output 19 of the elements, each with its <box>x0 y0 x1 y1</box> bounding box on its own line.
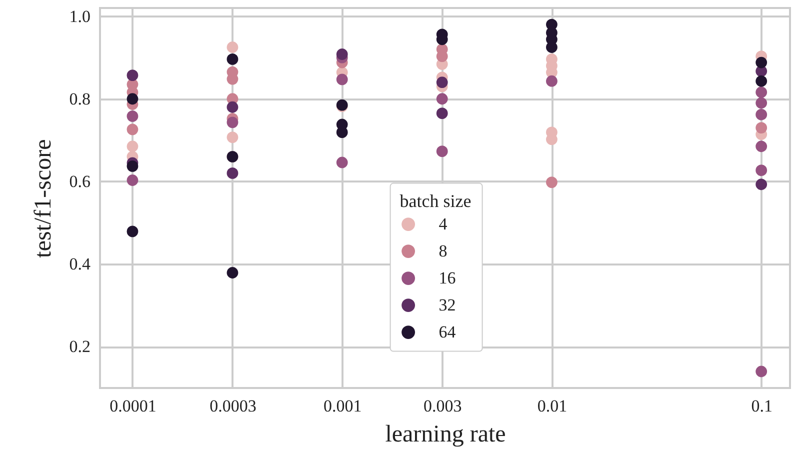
legend-label: 32 <box>438 295 456 314</box>
y-axis-title: test/f1-score <box>30 139 56 258</box>
y-tick-label: 0.8 <box>69 89 90 108</box>
x-tick-label: 0.001 <box>323 396 362 416</box>
y-tick-label: 0.2 <box>69 337 90 356</box>
legend-label: 4 <box>438 214 448 234</box>
x-tick-label: 0.0001 <box>110 396 156 416</box>
legend-label: 8 <box>438 241 448 260</box>
legend-label: 64 <box>438 322 456 342</box>
y-tick-label: 0.4 <box>69 254 91 274</box>
y-tick-label: 0.6 <box>69 172 90 191</box>
x-tick-label: 0.003 <box>423 396 462 416</box>
legend-label: 16 <box>438 268 456 288</box>
x-axis-title: learning rate <box>385 422 506 448</box>
y-tick-label: 1.0 <box>69 6 90 26</box>
legend-title: batch size <box>400 190 472 211</box>
x-tick-label: 0.1 <box>751 396 772 416</box>
x-tick-label: 0.0003 <box>210 396 256 416</box>
x-tick-label: 0.01 <box>537 396 568 416</box>
